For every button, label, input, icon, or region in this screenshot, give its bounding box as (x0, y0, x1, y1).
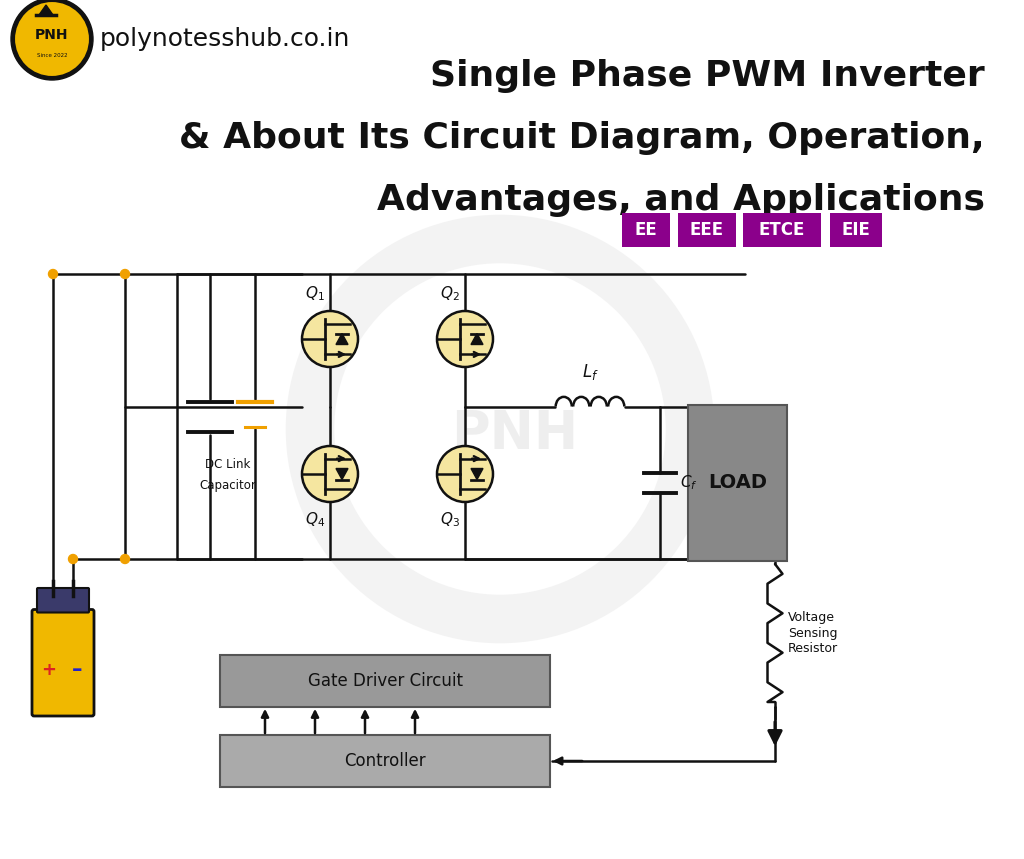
Text: Since 2022: Since 2022 (37, 52, 68, 58)
Text: Controller: Controller (344, 752, 426, 770)
Text: polynotesshub.co.in: polynotesshub.co.in (100, 27, 350, 51)
Text: $L_f$: $L_f$ (582, 362, 598, 381)
FancyBboxPatch shape (830, 213, 882, 247)
Text: –: – (72, 661, 82, 680)
Circle shape (302, 446, 358, 502)
Text: $Q_{1}$: $Q_{1}$ (305, 284, 325, 303)
FancyBboxPatch shape (220, 655, 550, 707)
Text: Capacitor: Capacitor (200, 478, 256, 491)
Text: Voltage
Sensing
Resistor: Voltage Sensing Resistor (788, 612, 838, 655)
Circle shape (302, 311, 358, 367)
Text: Gate Driver Circuit: Gate Driver Circuit (307, 672, 463, 690)
FancyBboxPatch shape (678, 213, 736, 247)
Text: EE: EE (635, 221, 657, 239)
Text: ETCE: ETCE (759, 221, 805, 239)
Circle shape (437, 311, 493, 367)
Text: PNH: PNH (452, 408, 579, 460)
Text: $Q_{3}$: $Q_{3}$ (439, 510, 460, 528)
Polygon shape (471, 468, 483, 479)
Text: $Q_{2}$: $Q_{2}$ (439, 284, 460, 303)
Text: Advantages, and Applications: Advantages, and Applications (377, 183, 985, 217)
Circle shape (69, 555, 78, 564)
FancyBboxPatch shape (32, 610, 94, 716)
FancyBboxPatch shape (622, 213, 670, 247)
Text: PNH: PNH (35, 28, 69, 42)
Polygon shape (471, 333, 483, 344)
Polygon shape (39, 5, 53, 15)
Text: Single Phase PWM Inverter: Single Phase PWM Inverter (430, 59, 985, 93)
Polygon shape (336, 468, 348, 479)
Text: & About Its Circuit Diagram, Operation,: & About Its Circuit Diagram, Operation, (179, 121, 985, 155)
Circle shape (437, 446, 493, 502)
Circle shape (14, 1, 90, 77)
Circle shape (121, 270, 129, 278)
FancyBboxPatch shape (220, 735, 550, 787)
Circle shape (11, 0, 93, 80)
Text: $C_f$: $C_f$ (680, 473, 697, 492)
Polygon shape (336, 333, 348, 344)
FancyBboxPatch shape (688, 405, 787, 561)
Text: EEE: EEE (690, 221, 724, 239)
FancyBboxPatch shape (743, 213, 821, 247)
Circle shape (48, 270, 57, 278)
Text: $Q_{4}$: $Q_{4}$ (304, 510, 325, 528)
Text: +: + (42, 661, 56, 679)
Text: LOAD: LOAD (708, 473, 767, 492)
Text: DC Link: DC Link (206, 459, 251, 472)
FancyBboxPatch shape (37, 588, 89, 612)
Circle shape (121, 555, 129, 564)
Text: EIE: EIE (842, 221, 870, 239)
